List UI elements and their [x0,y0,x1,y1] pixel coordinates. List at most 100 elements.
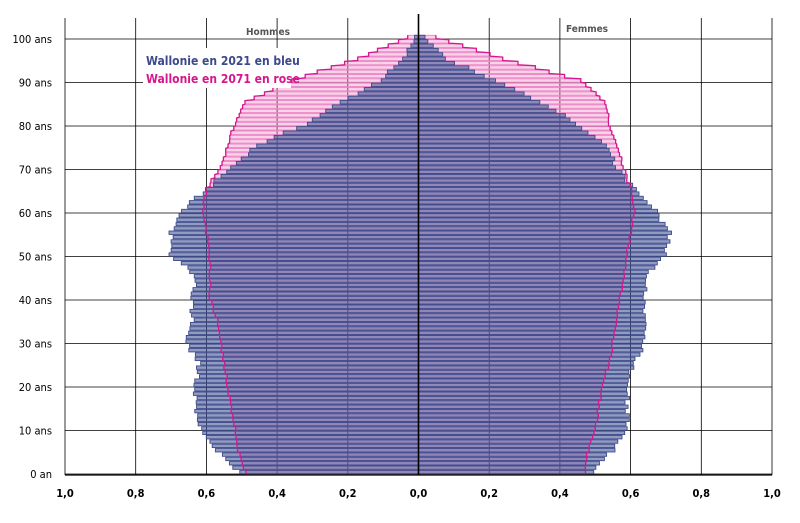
bar-2021-hommes-age-81 [311,117,419,122]
bar-2021-hommes-age-60 [181,208,419,214]
bar-2021-femmes-age-26 [418,356,636,362]
bar-2021-femmes-age-17 [418,395,630,401]
bar-2021-femmes-age-68 [418,174,626,179]
bar-2021-hommes-age-25 [200,361,419,366]
bar-2021-hommes-age-91 [385,73,419,79]
bar-2021-hommes-age-89 [370,82,419,88]
bar-2021-femmes-age-23 [418,369,630,375]
bar-2021-hommes-age-66 [212,182,419,188]
bar-2021-hommes-age-84 [331,104,419,109]
bar-2021-hommes-age-24 [196,365,419,370]
bar-2021-hommes-age-40 [190,295,419,301]
bar-2021-femmes-age-80 [418,121,576,127]
bar-2021-femmes-age-21 [418,378,629,383]
bar-2021-hommes-age-69 [226,169,419,174]
bar-2021-hommes-age-39 [192,300,419,305]
bar-2021-hommes-age-36 [191,313,419,318]
bar-2021-hommes-age-14 [194,408,419,414]
bar-2021-hommes-age-12 [196,417,419,422]
bar-2021-femmes-age-22 [418,374,631,379]
bar-2021-femmes-age-42 [418,287,648,292]
bar-2021-hommes-age-94 [398,60,419,66]
bar-2021-femmes-age-55 [418,230,672,235]
y-tick-label-5: 50 ans [19,251,52,264]
bar-2021-femmes-age-28 [418,348,644,353]
outline-2071-femmes [435,35,636,474]
bar-2021-hommes-age-11 [197,422,419,427]
bar-2021-hommes-age-16 [195,400,419,405]
bar-2021-femmes-age-72 [418,156,616,161]
bar-2021-hommes-age-37 [189,308,419,314]
bar-2021-femmes-age-85 [418,100,541,105]
bar-2021-hommes-age-5 [214,448,419,453]
x-tick-label-7: 0,4 [551,487,569,500]
bar-2021-hommes-age-57 [175,221,419,227]
bar-2021-hommes-age-67 [213,178,419,183]
bar-2021-femmes-age-52 [418,243,668,248]
x-tick-label-10: 1,0 [763,487,781,500]
y-tick-label-2: 20 ans [19,381,52,394]
bar-2021-femmes-age-24 [418,365,635,370]
outline-2071-hommes [202,35,409,474]
bar-2021-femmes-age-3 [418,456,605,462]
bar-2021-femmes-age-7 [418,439,619,444]
x-tick-label-2: 0,6 [198,487,216,500]
bar-2021-femmes-age-29 [418,343,642,348]
bar-2021-femmes-age-54 [418,234,668,240]
bar-2021-femmes-age-53 [418,239,671,244]
bar-2021-femmes-age-41 [418,291,645,296]
bar-2021-femmes-age-94 [418,60,455,66]
bar-2021-hommes-age-46 [189,269,419,275]
bar-2021-femmes-age-39 [418,300,646,305]
bar-2021-hommes-age-88 [363,87,419,92]
bar-2021-hommes-age-92 [386,69,419,74]
legend-box [143,48,291,88]
bar-2021-femmes-age-98 [418,43,434,48]
bar-2021-femmes-age-90 [418,78,496,83]
bar-2021-femmes-age-76 [418,139,602,144]
bar-2021-hommes-age-21 [194,378,419,383]
y-tick-label-7: 70 ans [19,164,52,177]
bar-2021-femmes-age-84 [418,104,549,109]
bar-2021-femmes-age-47 [418,265,656,270]
bar-2021-hommes-age-27 [194,352,419,357]
bar-2021-hommes-age-62 [188,200,419,205]
bar-2021-femmes-age-100 [418,34,426,40]
bar-2021-hommes-age-79 [296,126,419,131]
bar-2021-hommes-age-10 [201,426,419,431]
bar-2021-hommes-age-6 [211,443,419,449]
y-tick-label-1: 10 ans [19,425,52,438]
bar-2021-femmes-age-79 [418,126,583,131]
bar-2021-femmes-age-5 [418,448,616,453]
bar-2021-hommes-age-97 [406,47,419,53]
bar-2021-femmes-age-2 [418,461,600,466]
bar-2021-femmes-age-40 [418,295,644,301]
bar-2021-hommes-age-49 [173,256,419,261]
bar-2021-hommes-age-33 [189,326,419,331]
bar-2021-hommes-age-56 [173,226,419,231]
bar-2021-femmes-age-59 [418,213,660,218]
bar-2021-hommes-age-82 [319,113,419,118]
bar-2021-hommes-age-54 [172,234,419,240]
bar-2021-femmes-age-35 [418,317,646,322]
bar-2021-femmes-age-71 [418,160,614,166]
bar-2021-femmes-age-73 [418,152,612,157]
bar-2021-hommes-age-44 [194,278,419,283]
x-tick-label-6: 0,2 [480,487,498,500]
bar-2021-hommes-age-22 [199,374,419,379]
bar-2021-femmes-age-87 [418,91,525,96]
axes [65,14,772,476]
bar-2021-hommes-age-38 [193,304,419,309]
x-tick-label-0: 1,0 [56,487,74,500]
bar-2021-hommes-age-26 [194,356,419,362]
bar-2021-femmes-age-92 [418,69,475,74]
bar-2021-hommes-age-7 [209,439,419,444]
bar-2021-hommes-age-8 [205,435,419,440]
bar-2021-femmes-age-18 [418,391,628,396]
bar-2021-femmes-age-93 [418,65,470,70]
bar-2021-femmes-age-27 [418,352,641,357]
bar-2021-femmes-age-31 [418,335,646,340]
bar-2021-femmes-age-96 [418,52,444,57]
y-tick-label-3: 30 ans [19,338,52,351]
